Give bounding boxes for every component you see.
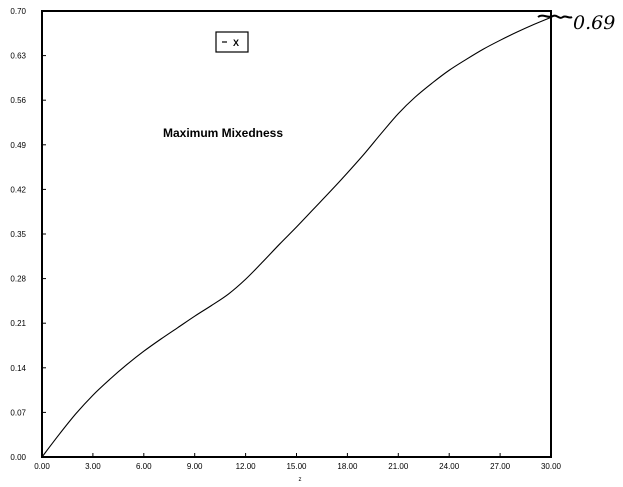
x-tick-label: 12.00 — [236, 462, 257, 471]
x-tick-label: 9.00 — [187, 462, 203, 471]
x-tick-label: 30.00 — [541, 462, 562, 471]
x-tick-label: 27.00 — [490, 462, 511, 471]
y-tick-label: 0.63 — [10, 52, 26, 61]
x-tick-label: 0.00 — [34, 462, 50, 471]
y-tick-label: 0.21 — [10, 319, 26, 328]
x-tick-label: 18.00 — [337, 462, 358, 471]
x-tick-label: 15.00 — [286, 462, 307, 471]
y-tick-label: 0.00 — [10, 453, 26, 462]
y-tick-labels: 0.00 0.07 0.14 0.21 0.28 0.35 0.42 0.49 0.56 0.63… — [10, 7, 26, 462]
y-tick-label: 0.70 — [10, 7, 26, 16]
annotation-squiggle — [537, 14, 573, 19]
x-tick-labels: 0.00 3.00 6.00 9.00 12.00 15.00 18.00 21.00 24.0… — [34, 462, 561, 471]
y-tick-label: 0.42 — [10, 185, 26, 194]
x-axis-title: z — [299, 477, 302, 483]
y-tick-label: 0.56 — [10, 96, 26, 105]
y-tick-label: 0.28 — [10, 275, 26, 284]
series-line-x — [41, 16, 552, 458]
x-tick-label: 6.00 — [136, 462, 152, 471]
x-tick-label: 21.00 — [388, 462, 409, 471]
legend-label: X — [233, 38, 239, 48]
y-tick-label: 0.49 — [10, 141, 26, 150]
legend: X — [215, 31, 249, 53]
chart-title: Maximum Mixedness — [163, 126, 283, 140]
annotation-0-69: 0.69 — [537, 12, 615, 34]
legend-box — [215, 31, 249, 53]
y-tick-label: 0.35 — [10, 230, 26, 239]
x-tick-label: 24.00 — [439, 462, 460, 471]
x-tick-label: 3.00 — [85, 462, 101, 471]
annotation-value: 0.69 — [573, 12, 615, 34]
y-tick-label: 0.07 — [10, 408, 26, 417]
plot-area — [41, 10, 552, 458]
y-tick-label: 0.14 — [10, 364, 26, 373]
